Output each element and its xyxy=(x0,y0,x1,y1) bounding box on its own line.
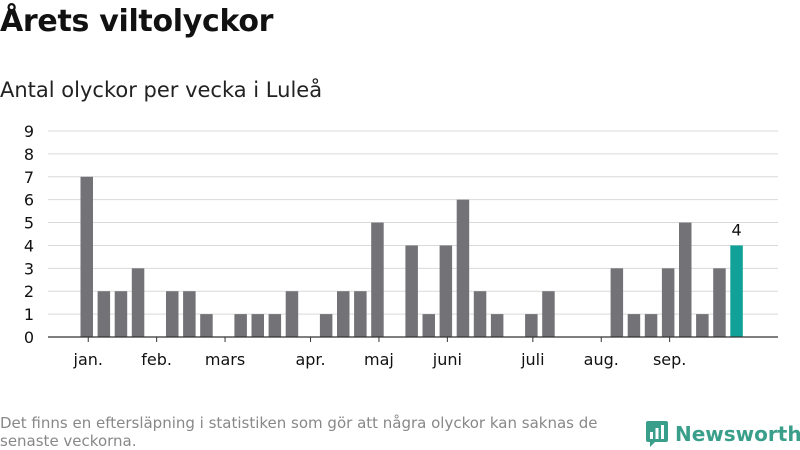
y-tick-label: 2 xyxy=(24,282,34,301)
bar xyxy=(285,291,299,337)
y-tick-label: 9 xyxy=(24,122,34,141)
bar xyxy=(679,222,692,337)
bar xyxy=(97,291,111,337)
x-tick-label: mars xyxy=(205,350,245,369)
y-tick-label: 7 xyxy=(24,168,34,187)
bar xyxy=(114,291,128,337)
bar xyxy=(644,314,658,337)
bar xyxy=(473,291,487,337)
y-tick-label: 8 xyxy=(24,145,34,164)
bar xyxy=(371,222,384,337)
bar xyxy=(80,176,93,337)
bar xyxy=(610,268,624,337)
data-label: 4 xyxy=(731,220,741,239)
bar xyxy=(542,291,555,337)
bar xyxy=(661,268,675,337)
y-tick-label: 3 xyxy=(24,259,34,278)
x-tick-label: jan. xyxy=(73,350,103,369)
bar xyxy=(456,199,470,337)
bar xyxy=(405,245,418,337)
x-tick-label: juli xyxy=(520,350,544,369)
x-tick-label: juni xyxy=(432,350,462,369)
bar xyxy=(131,268,145,337)
bar xyxy=(696,314,709,337)
bar xyxy=(713,268,726,337)
x-tick-label: sep. xyxy=(653,350,686,369)
bar xyxy=(422,314,435,337)
bar xyxy=(627,314,641,337)
y-tick-label: 1 xyxy=(24,305,34,324)
newsworthy-logo-text: Newsworthy xyxy=(675,422,800,446)
bar xyxy=(200,314,213,337)
bar xyxy=(183,291,196,337)
x-tick-label: maj xyxy=(364,350,394,369)
footnote: Det finns en eftersläpning i statistiken… xyxy=(0,414,598,450)
bar xyxy=(525,314,538,337)
y-tick-label: 0 xyxy=(24,328,34,347)
bar xyxy=(439,245,453,337)
y-axis: 0 1 2 3 4 5 6 7 8 9 xyxy=(24,122,34,347)
bar xyxy=(354,291,367,337)
annotations: 4 xyxy=(731,220,741,239)
bar xyxy=(268,314,282,337)
x-tick-label: apr. xyxy=(295,350,325,369)
chart-subtitle: Antal olyckor per vecka i Luleå xyxy=(0,78,323,102)
x-tick-label: feb. xyxy=(141,350,172,369)
x-tick-label: aug. xyxy=(584,350,619,369)
newsworthy-logo[interactable]: Newsworthy xyxy=(645,420,800,448)
bar xyxy=(234,314,247,337)
y-tick-label: 4 xyxy=(24,236,34,255)
bars xyxy=(80,176,743,337)
chart-title: Årets viltolyckor xyxy=(0,4,274,39)
bar xyxy=(251,314,264,337)
bar xyxy=(319,314,333,337)
bar xyxy=(337,291,350,337)
y-tick-label: 5 xyxy=(24,214,34,233)
bar xyxy=(166,291,179,337)
x-axis: jan. feb. mars apr. maj juni juli aug. sep. xyxy=(48,336,778,369)
y-tick-label: 6 xyxy=(24,191,34,210)
bar xyxy=(490,314,504,337)
newsworthy-logo-icon xyxy=(646,421,668,447)
bar xyxy=(730,245,743,337)
